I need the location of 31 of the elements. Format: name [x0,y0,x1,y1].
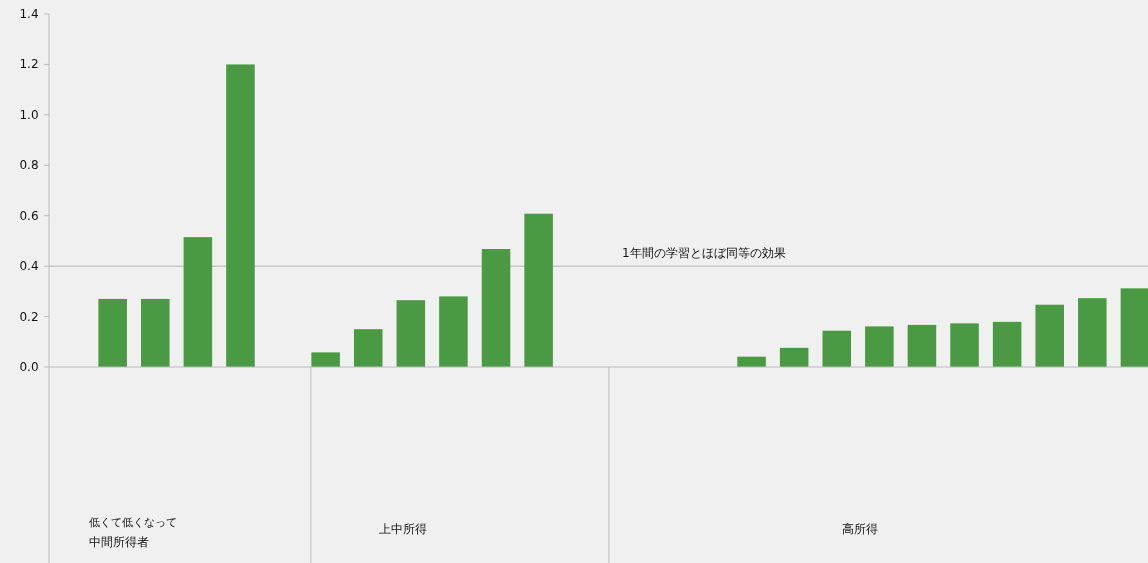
y-tick-label: 1.0 [19,107,39,122]
y-tick-label: 0.4 [19,259,39,274]
bar [481,249,511,367]
bar [183,237,213,367]
bar [822,330,852,367]
bar [1035,304,1064,367]
bar [1078,298,1107,367]
bar [98,298,127,367]
text: 高所得 [842,522,879,536]
y-tick-label: 0.2 [19,309,39,324]
bar [396,300,426,367]
bar [311,352,340,367]
bar [1120,288,1148,367]
bar [779,347,809,367]
bar [141,298,170,367]
y-tick-label: 0.6 [19,208,39,223]
bar [524,213,553,367]
y-tick-label: 0.8 [19,158,39,173]
bar [992,321,1022,367]
text: 低くて低くなって中間所得者 [89,516,177,549]
bar [950,323,979,367]
bar [353,329,383,367]
bar [439,296,468,367]
y-tick-label: 1.4 [19,7,39,21]
bar [907,324,937,367]
text: 上中所得 [378,522,427,536]
bar [226,64,255,367]
y-tick-label: 0.0 [19,360,39,374]
y-tick-label: 1.2 [19,57,39,72]
ref-line-label: 1年間の学習とほぼ同等の効果 [622,246,786,261]
bar [865,326,894,367]
